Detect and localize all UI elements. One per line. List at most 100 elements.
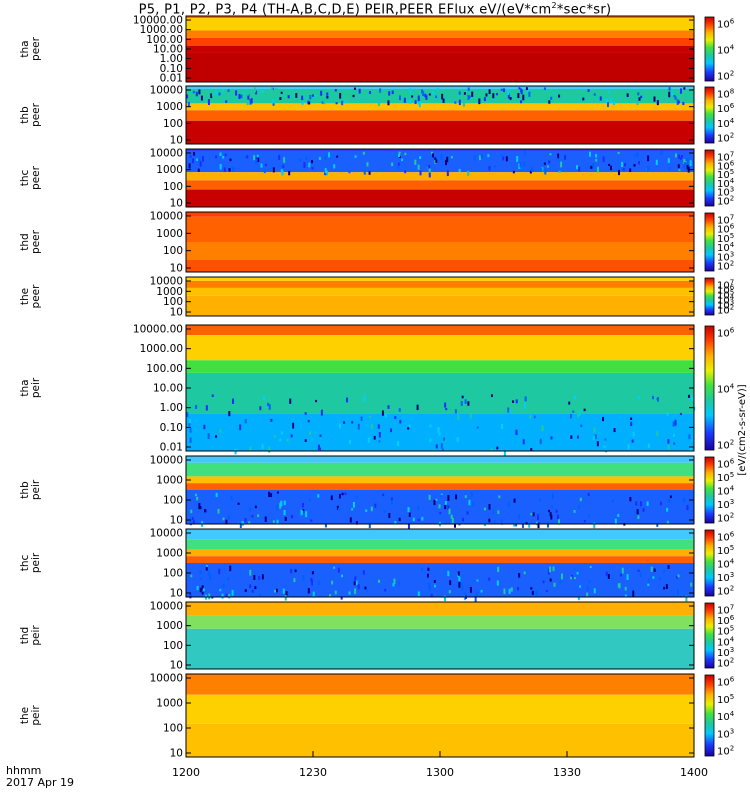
- chart-title: P5, P1, P2, P3, P4 (TH-A,B,C,D,E) PEIR,P…: [0, 1, 750, 17]
- y-tick-label: 10000.00: [133, 324, 183, 336]
- x-tick-label: 1400: [680, 766, 708, 779]
- y-tick-label: 10000: [150, 276, 183, 288]
- colorbar-tick-label: 103: [717, 498, 734, 511]
- heatmap-band: [186, 372, 694, 414]
- y-tick-label: 10.00: [153, 383, 183, 395]
- y-tick-label: 10: [170, 263, 183, 275]
- colorbar-tick-label: 104: [717, 710, 735, 723]
- panel-frame: [185, 276, 695, 317]
- heatmap-band: [186, 694, 694, 724]
- colorbar-tick-exponent: 5: [730, 544, 734, 552]
- colorbar-tick-exponent: 3: [730, 727, 734, 735]
- y-tick-label: 1000: [156, 548, 183, 560]
- panel-frame: [185, 455, 695, 525]
- colorbar-tick-exponent: 3: [730, 571, 734, 579]
- colorbar: [704, 277, 715, 316]
- colorbar-tick-exponent: 5: [730, 471, 734, 479]
- colorbar-tick-exponent: 4: [730, 710, 735, 718]
- colorbar-tick-exponent: 4: [730, 241, 735, 249]
- heatmap-band: [186, 602, 694, 616]
- colorbar-tick-exponent: 6: [730, 102, 735, 110]
- y-tick-label: 100: [163, 640, 183, 652]
- colorbar-tick-exponent: 4: [730, 117, 735, 125]
- y-tick-label: 1000: [156, 620, 183, 632]
- colorbar-tick-exponent: 5: [730, 289, 734, 297]
- colorbar-tick-exponent: 6: [730, 159, 735, 167]
- y-tick-label: 100: [163, 296, 183, 308]
- y-tick-label: 10: [170, 198, 183, 210]
- y-tick-label: 10000: [150, 528, 183, 540]
- y-axis-label: thb: [19, 481, 31, 499]
- y-tick-label: 10.00: [153, 44, 183, 56]
- heatmap-band: [186, 216, 694, 242]
- y-tick-label: 0.10: [160, 63, 183, 75]
- x-tick-label: 1200: [172, 766, 200, 779]
- colorbar-tick-label: 106: [717, 676, 735, 689]
- heatmap-band: [186, 103, 694, 111]
- colorbar: [704, 212, 715, 272]
- y-axis-label: thd: [19, 233, 31, 250]
- y-tick-label: 100: [163, 118, 183, 130]
- y-tick-label: 1.00: [160, 53, 183, 65]
- heatmap-noise: [186, 394, 696, 456]
- colorbar-tick-label: 106: [717, 327, 735, 340]
- heatmap-band: [186, 325, 694, 336]
- y-axis-label: tha: [19, 40, 31, 57]
- colorbar-tick-label: 104: [717, 117, 735, 130]
- heatmap-band: [186, 52, 694, 82]
- y-tick-label: 10: [170, 135, 183, 147]
- colorbar-tick-label: 102: [717, 512, 734, 525]
- colorbar: [704, 16, 715, 82]
- y-axis-label: peir: [30, 479, 42, 500]
- colorbar-tick-exponent: 4: [730, 558, 735, 566]
- colorbar-tick-exponent: 4: [730, 485, 735, 493]
- spectrogram-panel: 10000.001000.00100.0010.001.000.100.01th…: [19, 324, 735, 456]
- colorbar-tick-exponent: 6: [730, 284, 735, 292]
- colorbar-tick-exponent: 6: [730, 18, 735, 26]
- heatmap-band: [186, 45, 694, 53]
- y-tick-label: 10000: [150, 85, 183, 97]
- colorbar-tick-label: 103: [717, 727, 734, 740]
- x-axis-label-date: 2017 Apr 19: [6, 776, 75, 789]
- y-tick-label: 1000: [156, 164, 183, 176]
- colorbar-tick-exponent: 6: [730, 223, 735, 231]
- y-axis-label: peer: [30, 284, 42, 309]
- heatmap-band: [186, 549, 694, 557]
- y-tick-label: 1000.00: [140, 24, 183, 36]
- heatmap-band: [186, 483, 694, 490]
- title-text: P5, P1, P2, P3, P4 (TH-A,B,C,D,E) PEIR,P…: [138, 2, 552, 18]
- y-tick-label: 10: [170, 515, 183, 527]
- x-tick-label: 1230: [299, 766, 327, 779]
- x-axis-label-hhmm: hhmm: [6, 764, 42, 777]
- colorbar-tick-label: 103: [717, 571, 734, 584]
- heatmap-band: [186, 360, 694, 373]
- heatmap-band: [186, 674, 694, 695]
- colorbar-tick-exponent: 2: [730, 304, 734, 312]
- y-tick-label: 1000: [156, 475, 183, 487]
- title-superscript: 2: [551, 1, 557, 10]
- colorbar-tick-exponent: 2: [730, 657, 734, 665]
- colorbar-tick-label: 105: [717, 693, 734, 706]
- y-tick-label: 10000: [150, 211, 183, 223]
- colorbar-tick-label: 106: [717, 458, 735, 471]
- colorbar-tick-exponent: 2: [730, 132, 734, 140]
- colorbar-tick-exponent: 4: [730, 294, 735, 302]
- y-axis-label: tha: [19, 379, 31, 396]
- colorbar-tick-exponent: 8: [730, 88, 734, 96]
- heatmap-band: [186, 172, 694, 181]
- y-axis-label: thc: [19, 170, 31, 187]
- colorbar-tick-label: 105: [717, 471, 734, 484]
- y-tick-label: 100: [163, 723, 183, 735]
- colorbar-tick-label: 108: [717, 88, 734, 101]
- y-tick-label: 1000: [156, 698, 183, 710]
- panel-frame: [185, 85, 695, 145]
- y-tick-label: 10000: [150, 601, 183, 613]
- spectrogram-panel: 10000.001000.00100.0010.001.000.100.01th…: [19, 15, 735, 85]
- y-tick-label: 10: [170, 660, 183, 672]
- y-axis-label: peir: [30, 377, 42, 398]
- colorbar-tick-exponent: 7: [730, 279, 734, 287]
